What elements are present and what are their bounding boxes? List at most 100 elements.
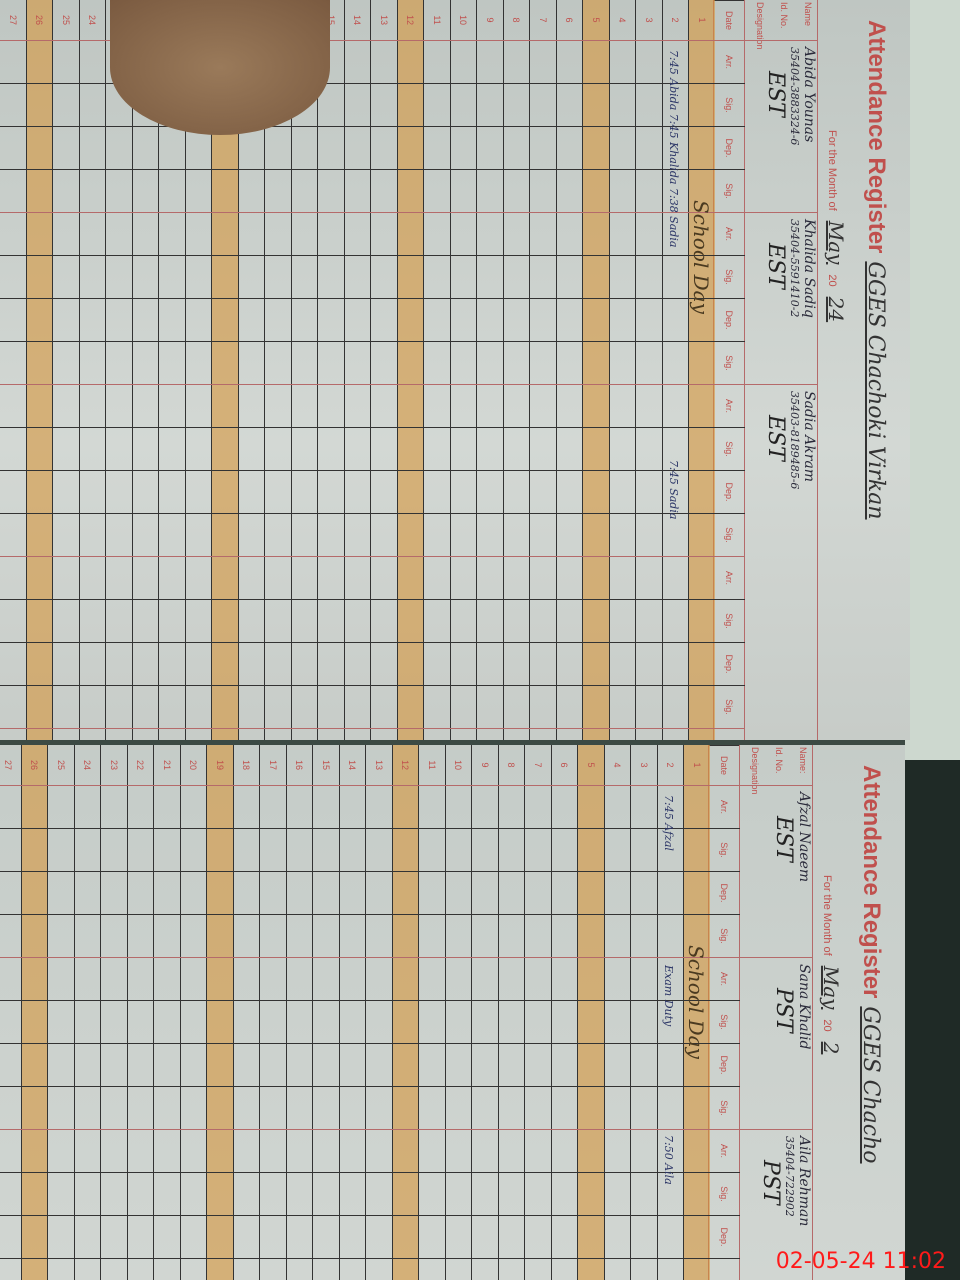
date-number: 10 xyxy=(458,14,469,25)
date-number: 11 xyxy=(427,760,437,770)
column-header-arr: Arr. xyxy=(709,1129,739,1172)
date-row: 23 xyxy=(100,745,127,1280)
employee-designation: EST xyxy=(763,243,788,289)
date-row: 15 xyxy=(317,0,344,740)
date-number: 11 xyxy=(432,15,442,25)
employee-designation: EST xyxy=(763,415,788,461)
column-header-sig: Sig. xyxy=(714,255,744,298)
date-number: 12 xyxy=(400,759,411,770)
grid-line xyxy=(0,212,745,213)
cork-coaster xyxy=(110,0,330,135)
handwritten-note: 7:45 Afzal xyxy=(662,795,676,851)
date-row: 7 xyxy=(524,745,551,1280)
date-number: 5 xyxy=(586,762,596,768)
date-row: 4 xyxy=(609,0,636,740)
column-header-arr: Arr. xyxy=(709,785,739,828)
grid-line xyxy=(0,384,745,385)
date-row: 1 xyxy=(688,0,715,740)
date-number: 9 xyxy=(480,762,490,768)
date-number: 24 xyxy=(82,759,93,770)
photo-timestamp: 02-05-24 11:02 xyxy=(775,1249,946,1274)
date-number: 17 xyxy=(268,759,278,770)
grid-line xyxy=(0,1086,740,1087)
date-row: 7 xyxy=(529,0,556,740)
date-number: 16 xyxy=(294,759,305,770)
employee-name: Sana Khalid xyxy=(796,964,812,1050)
column-header-sig: Sig. xyxy=(709,1172,739,1215)
column-header-sig: Sig. xyxy=(714,341,744,384)
grid-line xyxy=(0,1215,740,1216)
grid-line xyxy=(0,685,745,686)
date-row: 17 xyxy=(259,745,286,1280)
employee-name: Sadia Akram xyxy=(801,391,817,483)
date-row: 12 xyxy=(392,745,419,1280)
column-header-arr: Arr. xyxy=(714,556,744,599)
employee-column: Khalida Sadiq 35404-5591410-2 EST xyxy=(744,212,817,385)
handwritten-note: 7:45 Abida 7:45 Khalida 7:38 Sadia xyxy=(667,50,681,248)
date-number: 13 xyxy=(374,759,384,770)
date-number: 7 xyxy=(533,762,543,768)
cnic-label: Id. No. xyxy=(779,2,789,29)
page-title: Attendance RegisterGGES Chacho xyxy=(858,765,885,1164)
column-header-sig: Sig. xyxy=(714,427,744,470)
grid-line xyxy=(0,1258,740,1259)
date-number: 4 xyxy=(617,17,628,23)
date-number: 14 xyxy=(352,14,363,25)
column-header-arr: Arr. xyxy=(709,957,739,1000)
column-header-date: Date xyxy=(714,0,744,40)
grid-line xyxy=(0,169,745,170)
employee-cnic: 35403-8189485-6 xyxy=(788,391,801,490)
date-number: 3 xyxy=(644,17,654,23)
month-value: May xyxy=(824,220,848,265)
date-number: 26 xyxy=(34,14,45,25)
employee-header: Name: Id. No. Designation Afzal Naeem EST San… xyxy=(739,745,813,1280)
date-row: 14 xyxy=(344,0,371,740)
date-row: 25 xyxy=(47,745,74,1280)
grid-line xyxy=(0,427,745,428)
employee-column: Afzal Naeem EST xyxy=(739,785,812,958)
date-number: 3 xyxy=(639,762,649,768)
date-number: 27 xyxy=(8,14,18,25)
grid-line xyxy=(0,1129,740,1130)
year-value: 24 xyxy=(824,296,848,323)
date-row: 5 xyxy=(577,745,604,1280)
date-number: 8 xyxy=(506,762,517,768)
date-row: 22 xyxy=(127,745,154,1280)
date-row: 19 xyxy=(206,745,233,1280)
grid-line xyxy=(0,83,745,84)
grid-line xyxy=(0,1172,740,1173)
date-row: 9 xyxy=(471,745,498,1280)
date-row: 14 xyxy=(339,745,366,1280)
grid-line xyxy=(0,1000,740,1001)
date-row: 18 xyxy=(233,745,260,1280)
month-value: May xyxy=(819,965,843,1010)
date-row: 15 xyxy=(312,745,339,1280)
date-row: 8 xyxy=(503,0,530,740)
date-row: 13 xyxy=(370,0,397,740)
date-number: 1 xyxy=(692,762,702,768)
column-header-dep: Dep. xyxy=(709,871,739,914)
date-row: 11 xyxy=(418,745,445,1280)
date-number: 25 xyxy=(56,759,66,770)
handwritten-note: 7:50 Aila xyxy=(662,1135,676,1185)
date-row: 4 xyxy=(604,745,631,1280)
grid-line xyxy=(0,298,745,299)
date-row: 5 xyxy=(582,0,609,740)
grid-line xyxy=(0,513,745,514)
month-line: For the Month ofMay202 xyxy=(819,875,843,1055)
column-header-sig: Sig. xyxy=(709,914,739,957)
column-header-sig: Sig. xyxy=(714,685,744,728)
column-header-row: Date Arr. Sig. Dep. Sig. Arr. Sig. Dep. Sig. Arr.… xyxy=(713,0,745,740)
employee-header: Name Id. No. Designation Abida Younas 35404-… xyxy=(744,0,818,740)
grid-line xyxy=(0,1043,740,1044)
date-number: 8 xyxy=(511,17,522,23)
school-name: GGES Chachoki Virkan xyxy=(863,261,888,520)
column-header-dep: Dep. xyxy=(709,1043,739,1086)
page-title: Attendance RegisterGGES Chachoki Virkan xyxy=(863,20,890,520)
date-row: 21 xyxy=(153,745,180,1280)
register-page-right: Attendance RegisterGGES Chacho For the M… xyxy=(0,745,905,1280)
date-number: 12 xyxy=(405,14,416,25)
date-number: 25 xyxy=(61,14,71,25)
grid-line xyxy=(0,914,740,915)
grid-line xyxy=(0,785,740,786)
